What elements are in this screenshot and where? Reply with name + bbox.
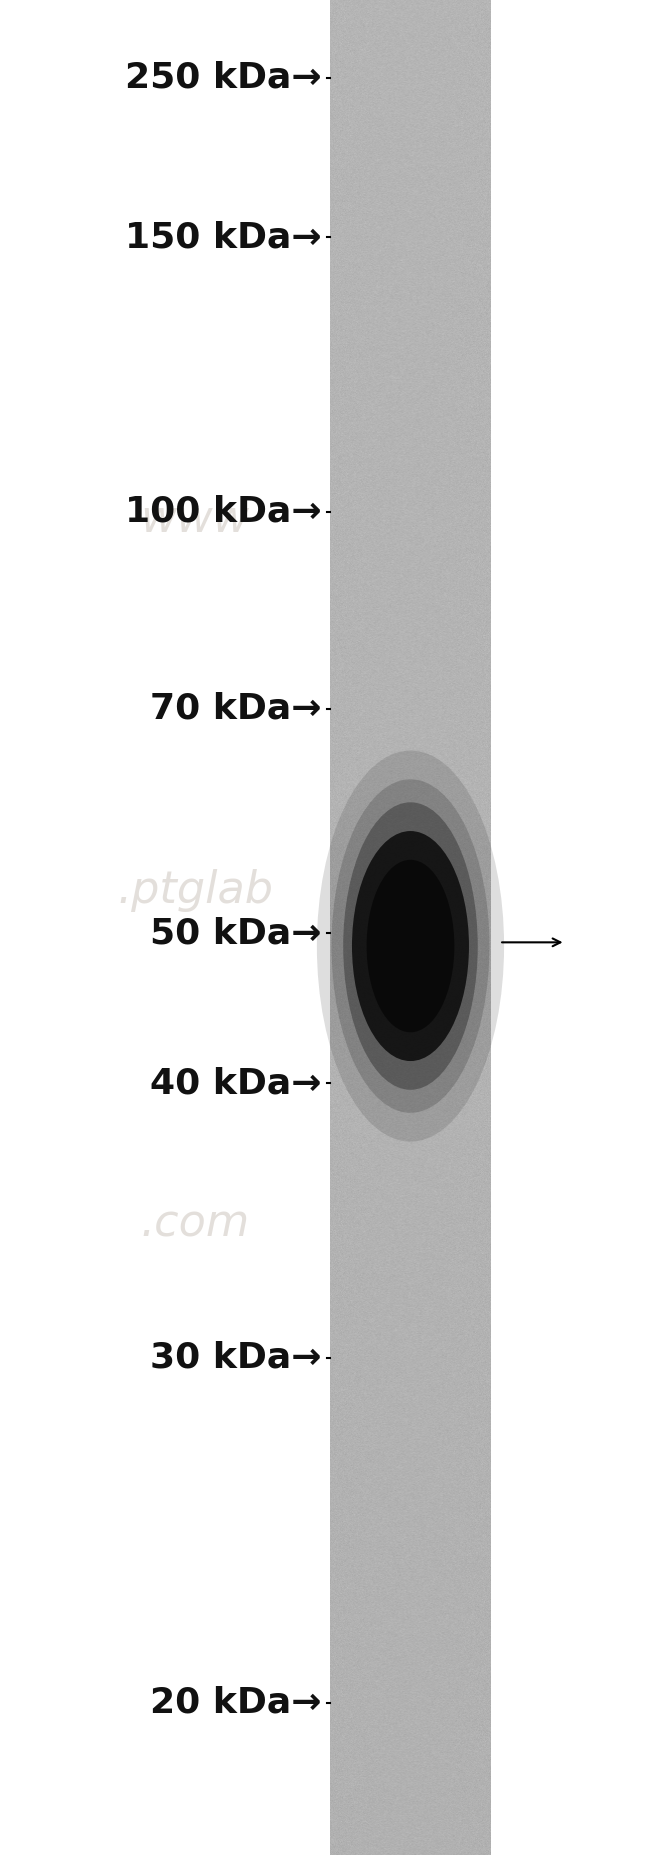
Text: 20 kDa→: 20 kDa→ bbox=[150, 1686, 322, 1720]
Text: 250 kDa→: 250 kDa→ bbox=[125, 61, 322, 95]
Text: 150 kDa→: 150 kDa→ bbox=[125, 221, 322, 254]
Text: .com: .com bbox=[140, 1202, 250, 1247]
Text: 50 kDa→: 50 kDa→ bbox=[150, 916, 322, 950]
Ellipse shape bbox=[367, 859, 454, 1031]
Ellipse shape bbox=[352, 831, 469, 1061]
Text: .ptglab: .ptglab bbox=[117, 868, 273, 913]
Text: 100 kDa→: 100 kDa→ bbox=[125, 495, 322, 529]
Ellipse shape bbox=[332, 779, 489, 1113]
Text: www: www bbox=[140, 497, 250, 542]
Text: 70 kDa→: 70 kDa→ bbox=[150, 692, 322, 725]
Ellipse shape bbox=[317, 751, 504, 1141]
Ellipse shape bbox=[343, 801, 478, 1089]
Text: 30 kDa→: 30 kDa→ bbox=[150, 1341, 322, 1375]
Text: 40 kDa→: 40 kDa→ bbox=[150, 1067, 322, 1100]
